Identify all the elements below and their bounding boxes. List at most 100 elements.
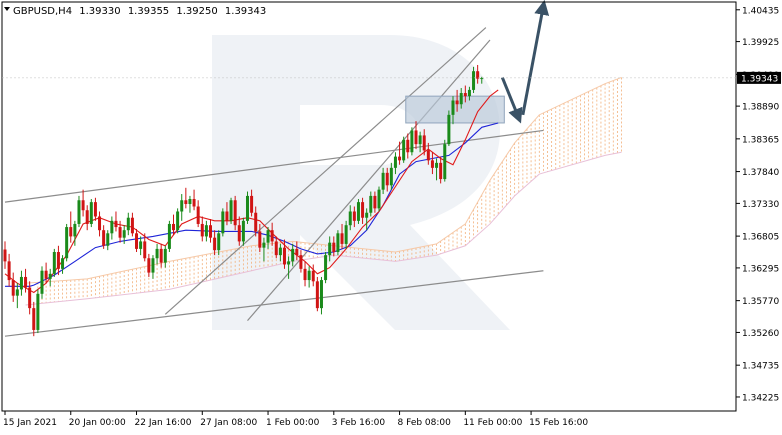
candle-body (377, 189, 381, 209)
candle-body (278, 247, 282, 256)
candle-body (406, 139, 410, 153)
watermark-logo (212, 35, 510, 330)
candle-body (3, 249, 7, 262)
candle-body (262, 242, 266, 248)
candle-body (307, 270, 311, 281)
y-tick-label: 1.35260 (742, 329, 779, 339)
candle-body (282, 247, 286, 265)
target-zone (405, 95, 505, 124)
candle-body (143, 241, 147, 259)
candle-body (110, 220, 114, 234)
candlesticks (3, 64, 484, 337)
channel-line (247, 39, 491, 321)
candle-body (328, 242, 332, 256)
candle-body (233, 200, 237, 226)
candle-body (130, 217, 134, 234)
axes: 1.404351.399251.394001.388901.383651.378… (1, 1, 781, 428)
candle-body (48, 273, 52, 279)
y-tick-label: 1.35770 (742, 297, 779, 307)
candle-body (69, 227, 73, 237)
candle-body (344, 225, 348, 244)
candle-body (102, 230, 106, 246)
candle-body (274, 241, 278, 256)
candle-body (250, 195, 254, 213)
y-tick-label: 1.37330 (742, 200, 779, 210)
candle-body (176, 211, 180, 231)
candle-body (172, 223, 176, 231)
candle-body (151, 258, 155, 273)
y-tick-label: 1.34735 (742, 362, 779, 372)
plot-border (1, 1, 737, 412)
candle-body (61, 258, 65, 269)
candle-body (147, 258, 151, 273)
candle-body (221, 211, 225, 234)
candle-body (410, 130, 414, 153)
x-tick-label: 22 Jan 16:00 (135, 418, 192, 428)
candle-body (311, 270, 315, 282)
candle-body (126, 217, 130, 231)
candle-body (118, 227, 122, 238)
candle-body (40, 270, 44, 294)
price-tag-label: 1.39343 (741, 74, 778, 84)
candle-body (167, 223, 171, 249)
candle-body (398, 156, 402, 161)
candle-body (463, 93, 467, 97)
y-tick-label: 1.38890 (742, 103, 779, 113)
candle-body (155, 248, 159, 259)
candle-body (414, 130, 418, 145)
candle-body (85, 210, 89, 224)
candle-body (225, 211, 229, 221)
candle-body (480, 78, 484, 80)
x-tick-label: 15 Feb 16:00 (529, 418, 588, 428)
candle-body (52, 252, 56, 274)
candle-body (89, 202, 93, 224)
candle-body (332, 242, 336, 253)
candle-body (356, 202, 360, 221)
candle-body (56, 252, 60, 269)
candle-body (44, 270, 48, 279)
candle-body (324, 255, 328, 281)
candle-body (7, 261, 11, 281)
candle-body (385, 172, 389, 186)
candle-body (430, 160, 434, 168)
candle-body (459, 93, 463, 105)
candle-body (200, 223, 204, 237)
candle-body (139, 241, 143, 249)
candle-body (241, 220, 245, 242)
candle-body (209, 225, 212, 238)
y-tick-label: 1.37840 (742, 168, 779, 178)
candle-body (122, 230, 126, 238)
candle-body (443, 144, 447, 180)
y-tick-label: 1.34225 (742, 393, 779, 403)
watermark-r-icon (212, 35, 510, 330)
candle-body (287, 261, 291, 265)
candle-body (467, 89, 471, 97)
y-tick-label: 1.36805 (742, 233, 779, 243)
x-tick-label: 11 Feb 00:00 (463, 418, 522, 428)
candle-body (15, 289, 19, 296)
candle-body (393, 156, 397, 168)
senkou-span-b (25, 151, 622, 306)
candle-body (295, 248, 299, 256)
candle-body (192, 199, 196, 207)
candle-body (81, 200, 85, 211)
open-value: 1.39330 (79, 6, 120, 17)
candle-body (365, 212, 369, 218)
low-value: 1.39250 (176, 6, 217, 17)
candle-body (32, 308, 36, 330)
candle-body (361, 202, 365, 218)
candle-body (163, 248, 167, 263)
candle-body (11, 280, 15, 296)
high-value: 1.39355 (128, 6, 169, 17)
channel-line (164, 27, 487, 315)
candle-body (352, 211, 356, 221)
x-tick-label: 3 Feb 16:00 (332, 418, 386, 428)
candle-body (217, 233, 221, 251)
dropdown-triangle-icon[interactable] (4, 7, 10, 11)
x-tick-label: 8 Feb 08:00 (398, 418, 452, 428)
channel-line (4, 129, 544, 203)
candle-body (299, 255, 303, 269)
candle-body (114, 220, 118, 228)
candle-body (213, 237, 217, 251)
y-tick-label: 1.39925 (742, 38, 779, 48)
